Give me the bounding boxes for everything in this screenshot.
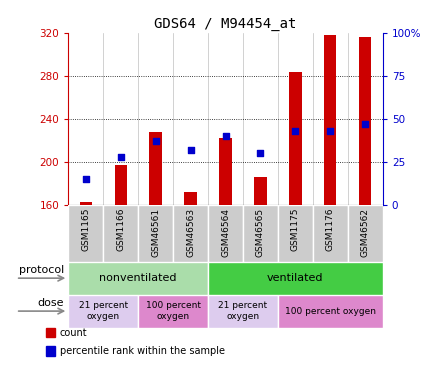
Point <box>117 154 124 160</box>
Text: protocol: protocol <box>18 265 64 275</box>
Text: GSM1175: GSM1175 <box>291 208 300 251</box>
Point <box>257 150 264 156</box>
Bar <box>114 165 127 205</box>
Bar <box>254 177 267 205</box>
Text: GSM46564: GSM46564 <box>221 208 230 257</box>
Title: GDS64 / M94454_at: GDS64 / M94454_at <box>154 16 297 30</box>
Bar <box>208 205 243 262</box>
Bar <box>220 138 231 205</box>
Text: GSM1165: GSM1165 <box>81 208 90 251</box>
Text: GSM46562: GSM46562 <box>361 208 370 257</box>
Text: percentile rank within the sample: percentile rank within the sample <box>60 346 225 356</box>
Bar <box>80 202 92 205</box>
Bar <box>68 205 103 262</box>
Bar <box>348 205 383 262</box>
Text: dose: dose <box>37 298 64 308</box>
Text: 100 percent
oxygen: 100 percent oxygen <box>146 301 201 321</box>
Point <box>152 138 159 144</box>
Bar <box>173 205 208 262</box>
Bar <box>138 295 208 328</box>
Point <box>327 128 334 134</box>
Text: GSM46563: GSM46563 <box>186 208 195 257</box>
Point <box>362 121 369 127</box>
Point <box>82 176 89 182</box>
Text: GSM46565: GSM46565 <box>256 208 265 257</box>
Bar <box>68 262 208 295</box>
Bar <box>313 205 348 262</box>
Bar <box>103 205 138 262</box>
Text: GSM1176: GSM1176 <box>326 208 335 251</box>
Text: nonventilated: nonventilated <box>99 273 177 283</box>
Bar <box>324 35 337 205</box>
Bar <box>150 132 162 205</box>
Bar <box>359 37 371 205</box>
Text: 100 percent oxygen: 100 percent oxygen <box>285 307 376 315</box>
Bar <box>289 72 301 205</box>
Text: 21 percent
oxygen: 21 percent oxygen <box>218 301 268 321</box>
Bar <box>68 295 138 328</box>
Point <box>222 133 229 139</box>
Point <box>187 147 194 153</box>
Bar <box>208 295 278 328</box>
Bar <box>138 205 173 262</box>
Bar <box>208 262 383 295</box>
Text: ventilated: ventilated <box>267 273 324 283</box>
Text: GSM1166: GSM1166 <box>116 208 125 251</box>
Bar <box>46 328 55 337</box>
Bar <box>278 295 383 328</box>
Bar <box>278 205 313 262</box>
Text: GSM46561: GSM46561 <box>151 208 160 257</box>
Text: 21 percent
oxygen: 21 percent oxygen <box>79 301 128 321</box>
Bar <box>243 205 278 262</box>
Text: count: count <box>60 328 87 338</box>
Bar <box>46 346 55 355</box>
Bar <box>184 192 197 205</box>
Point <box>292 128 299 134</box>
